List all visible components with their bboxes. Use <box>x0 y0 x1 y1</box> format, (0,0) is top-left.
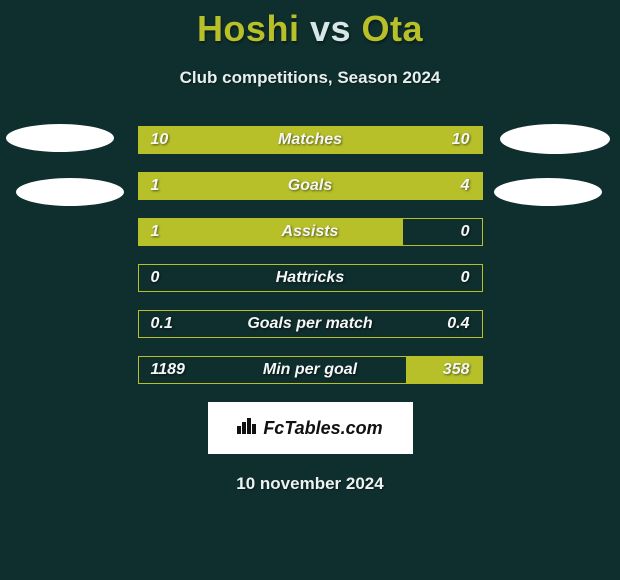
player1-name: Hoshi <box>197 8 300 49</box>
stat-bar: 1189358Min per goal <box>138 356 483 384</box>
bar-fill-right <box>310 127 482 153</box>
subtitle: Club competitions, Season 2024 <box>0 68 620 88</box>
stat-bar: 0.1 0.4Goals per match <box>138 310 483 338</box>
bar-fill-left <box>139 173 201 199</box>
stat-value-left: 1189 <box>151 357 185 383</box>
stat-value-right: 0 <box>461 265 470 291</box>
date-text: 10 november 2024 <box>0 474 620 494</box>
stat-value-left: 0.1 <box>151 311 173 337</box>
player2-name: Ota <box>362 8 424 49</box>
stats-container: 1010Matches14Goals10Assists00Hattricks0.… <box>0 126 620 494</box>
brand-box[interactable]: FcTables.com <box>208 402 413 454</box>
stat-bar: 0 0Hattricks <box>138 264 483 292</box>
bar-fill-left <box>139 219 403 245</box>
stat-label: Goals per match <box>139 311 482 337</box>
stat-value-left: 0 <box>151 265 160 291</box>
stat-value-right: 0 <box>461 219 470 245</box>
stat-bar: 14Goals <box>138 172 483 200</box>
brand-text: FcTables.com <box>263 418 382 439</box>
page-title: Hoshi vs Ota <box>0 0 620 50</box>
bar-fill-right <box>406 357 481 383</box>
bar-fill-right <box>200 173 481 199</box>
brand-bars-icon <box>237 416 259 440</box>
stat-bar: 10Assists <box>138 218 483 246</box>
vs-text: vs <box>310 8 351 49</box>
bar-fill-left <box>139 127 311 153</box>
stat-value-right: 0.4 <box>447 311 469 337</box>
stat-bar: 1010Matches <box>138 126 483 154</box>
stat-label: Hattricks <box>139 265 482 291</box>
